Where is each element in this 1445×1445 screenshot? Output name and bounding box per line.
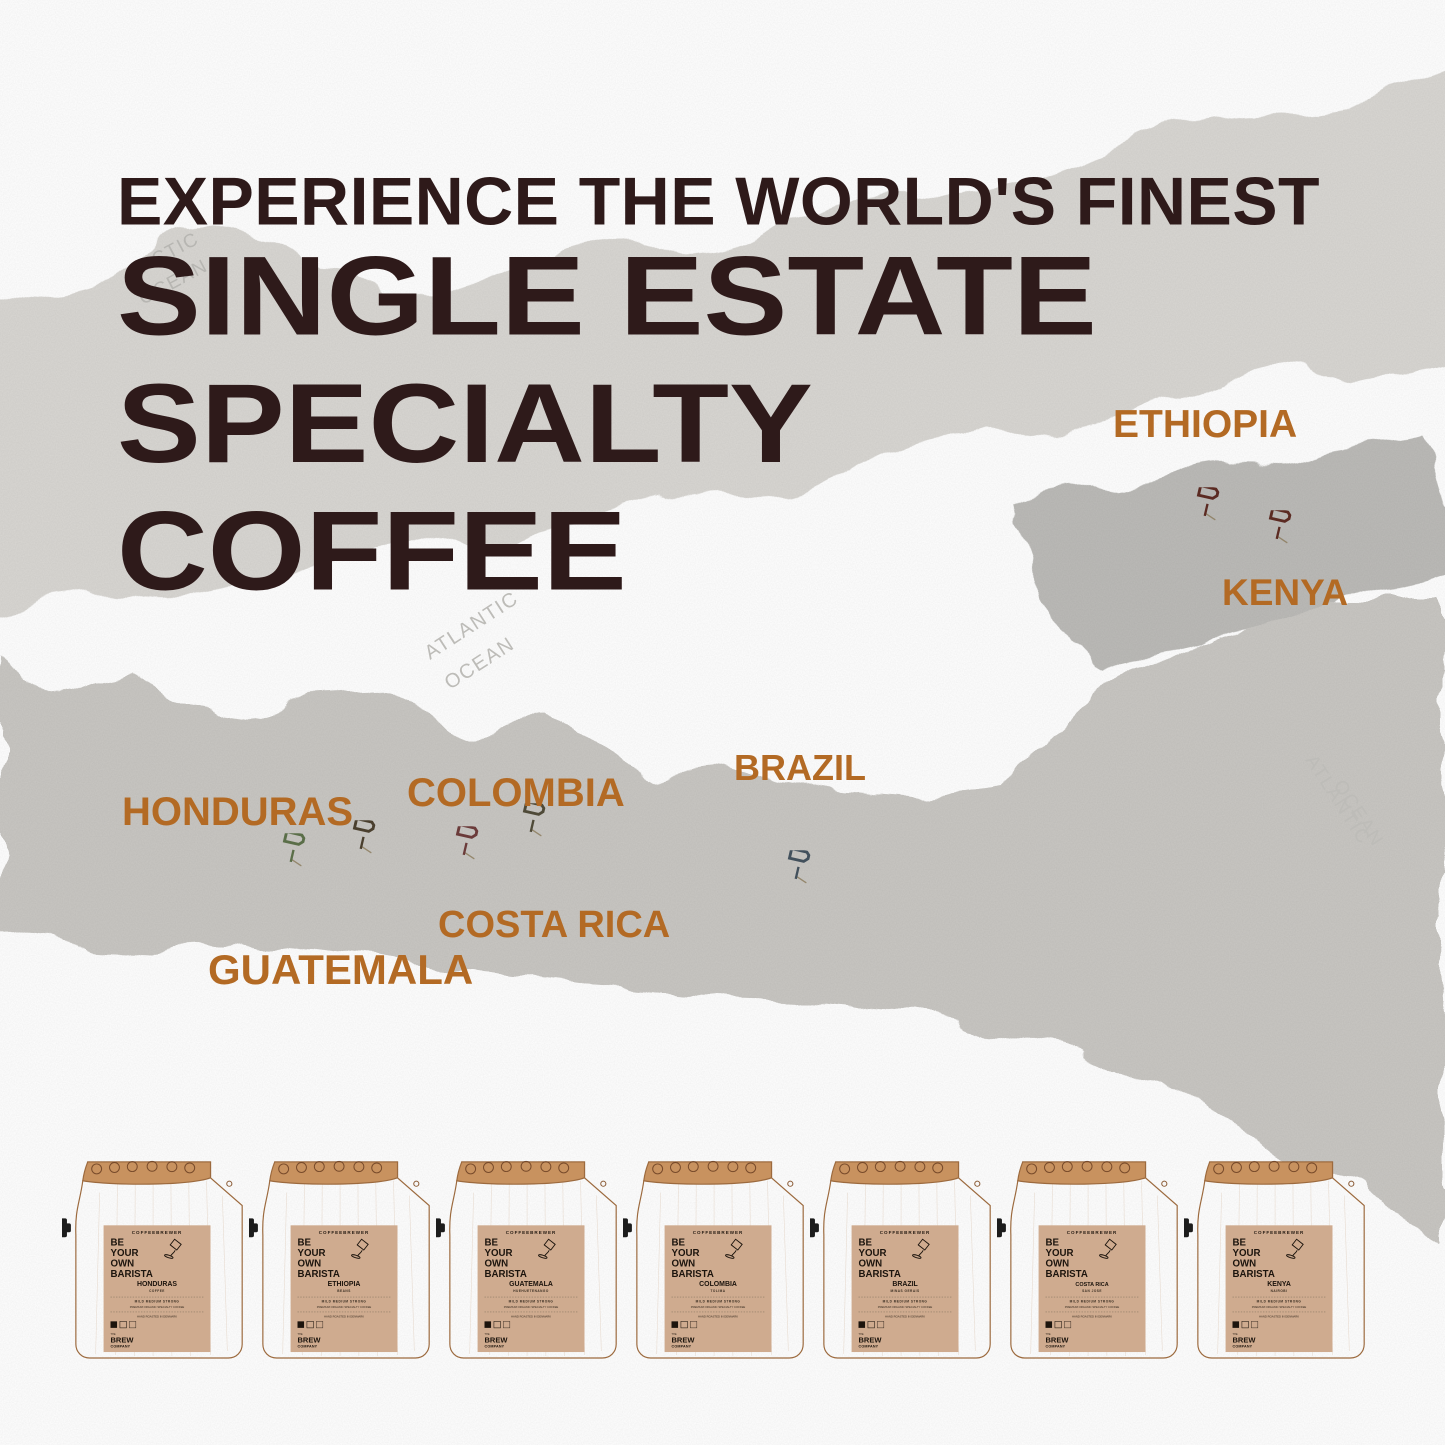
svg-text:BE: BE — [1233, 1238, 1247, 1249]
svg-text:SAN JOSE: SAN JOSE — [1082, 1289, 1102, 1293]
svg-text:BARISTA: BARISTA — [298, 1269, 340, 1280]
svg-text:MILD MEDIUM STRONG: MILD MEDIUM STRONG — [509, 1300, 554, 1304]
svg-text:YOUR: YOUR — [485, 1248, 513, 1259]
svg-text:HAND ROASTED IN DENMARK: HAND ROASTED IN DENMARK — [137, 1314, 177, 1318]
svg-text:COMPANY: COMPANY — [1046, 1345, 1066, 1349]
svg-text:NAIROBI: NAIROBI — [1271, 1289, 1288, 1293]
svg-text:YOUR: YOUR — [672, 1248, 700, 1259]
svg-text:MILD MEDIUM STRONG: MILD MEDIUM STRONG — [696, 1300, 741, 1304]
svg-text:YOUR: YOUR — [1233, 1248, 1261, 1259]
svg-text:COFFEEBREWER: COFFEEBREWER — [880, 1230, 931, 1235]
svg-text:PREMIUM ORGANIC SPECIALTY COFF: PREMIUM ORGANIC SPECIALTY COFFEE — [691, 1305, 746, 1309]
svg-text:COFFEEBREWER: COFFEEBREWER — [1254, 1230, 1305, 1235]
svg-text:YOUR: YOUR — [1046, 1248, 1074, 1259]
svg-text:COMPANY: COMPANY — [111, 1345, 131, 1349]
svg-text:OWN: OWN — [298, 1258, 322, 1269]
svg-text:BARISTA: BARISTA — [672, 1269, 714, 1280]
svg-text:HAND ROASTED IN DENMARK: HAND ROASTED IN DENMARK — [1259, 1314, 1299, 1318]
svg-text:YOUR: YOUR — [859, 1248, 887, 1259]
svg-text:BREW: BREW — [1046, 1336, 1070, 1345]
svg-text:MILD MEDIUM STRONG: MILD MEDIUM STRONG — [135, 1300, 180, 1304]
svg-text:MILD MEDIUM STRONG: MILD MEDIUM STRONG — [322, 1300, 367, 1304]
svg-text:KENYA: KENYA — [1267, 1281, 1291, 1288]
svg-text:COMPANY: COMPANY — [1233, 1345, 1253, 1349]
svg-text:BREW: BREW — [859, 1336, 883, 1345]
svg-text:TOLIMA: TOLIMA — [711, 1289, 726, 1293]
svg-text:HAND ROASTED IN DENMARK: HAND ROASTED IN DENMARK — [885, 1314, 925, 1318]
svg-text:ETHIOPIA: ETHIOPIA — [328, 1281, 361, 1288]
svg-text:HAND ROASTED IN DENMARK: HAND ROASTED IN DENMARK — [324, 1314, 364, 1318]
svg-text:COLOMBIA: COLOMBIA — [699, 1281, 737, 1288]
svg-text:YOUR: YOUR — [298, 1248, 326, 1259]
svg-text:OWN: OWN — [485, 1258, 509, 1269]
svg-text:COFFEEBREWER: COFFEEBREWER — [319, 1230, 370, 1235]
svg-text:HAND ROASTED IN DENMARK: HAND ROASTED IN DENMARK — [511, 1314, 551, 1318]
svg-text:BE: BE — [298, 1238, 312, 1249]
svg-text:COMPANY: COMPANY — [672, 1345, 692, 1349]
svg-text:HONDURAS: HONDURAS — [137, 1281, 177, 1288]
svg-text:COMPANY: COMPANY — [485, 1345, 505, 1349]
svg-text:BE: BE — [672, 1238, 686, 1249]
svg-text:BREW: BREW — [1233, 1336, 1257, 1345]
svg-text:PREMIUM ORGANIC SPECIALTY COFF: PREMIUM ORGANIC SPECIALTY COFFEE — [504, 1305, 559, 1309]
svg-text:MINAS GERAIS: MINAS GERAIS — [890, 1289, 919, 1293]
svg-text:GUATEMALA: GUATEMALA — [509, 1281, 553, 1288]
svg-text:OWN: OWN — [1233, 1258, 1257, 1269]
svg-text:MILD MEDIUM STRONG: MILD MEDIUM STRONG — [1257, 1300, 1302, 1304]
svg-text:BARISTA: BARISTA — [1046, 1269, 1088, 1280]
svg-text:BREW: BREW — [298, 1336, 322, 1345]
svg-text:OWN: OWN — [1046, 1258, 1070, 1269]
svg-text:BEANS: BEANS — [337, 1289, 351, 1293]
svg-text:OWN: OWN — [859, 1258, 883, 1269]
svg-text:BREW: BREW — [111, 1336, 135, 1345]
svg-text:COMPANY: COMPANY — [859, 1345, 879, 1349]
svg-text:BE: BE — [859, 1238, 873, 1249]
svg-text:BE: BE — [485, 1238, 499, 1249]
svg-text:BARISTA: BARISTA — [1233, 1269, 1275, 1280]
svg-text:COFFEEBREWER: COFFEEBREWER — [506, 1230, 557, 1235]
svg-text:BARISTA: BARISTA — [485, 1269, 527, 1280]
svg-text:YOUR: YOUR — [111, 1248, 139, 1259]
svg-text:COFFEEBREWER: COFFEEBREWER — [132, 1230, 183, 1235]
svg-text:COMPANY: COMPANY — [298, 1345, 318, 1349]
svg-text:MILD MEDIUM STRONG: MILD MEDIUM STRONG — [883, 1300, 928, 1304]
svg-text:PREMIUM ORGANIC SPECIALTY COFF: PREMIUM ORGANIC SPECIALTY COFFEE — [317, 1305, 372, 1309]
svg-text:PREMIUM ORGANIC SPECIALTY COFF: PREMIUM ORGANIC SPECIALTY COFFEE — [1252, 1305, 1307, 1309]
svg-text:BARISTA: BARISTA — [111, 1269, 153, 1280]
svg-text:COFFEEBREWER: COFFEEBREWER — [1067, 1230, 1118, 1235]
svg-text:HUEHUETENANGO: HUEHUETENANGO — [513, 1289, 549, 1293]
svg-text:COFFEEBREWER: COFFEEBREWER — [693, 1230, 744, 1235]
svg-text:PREMIUM ORGANIC SPECIALTY COFF: PREMIUM ORGANIC SPECIALTY COFFEE — [130, 1305, 185, 1309]
svg-text:MILD MEDIUM STRONG: MILD MEDIUM STRONG — [1070, 1300, 1115, 1304]
svg-text:COFFEE: COFFEE — [149, 1289, 165, 1293]
svg-text:BRAZIL: BRAZIL — [892, 1281, 918, 1288]
svg-text:PREMIUM ORGANIC SPECIALTY COFF: PREMIUM ORGANIC SPECIALTY COFFEE — [878, 1305, 933, 1309]
svg-text:BARISTA: BARISTA — [859, 1269, 901, 1280]
svg-text:OWN: OWN — [111, 1258, 135, 1269]
svg-text:BREW: BREW — [485, 1336, 509, 1345]
svg-text:OWN: OWN — [672, 1258, 696, 1269]
svg-text:BE: BE — [111, 1238, 125, 1249]
svg-text:HAND ROASTED IN DENMARK: HAND ROASTED IN DENMARK — [1072, 1314, 1112, 1318]
svg-text:BE: BE — [1046, 1238, 1060, 1249]
svg-text:COSTA RICA: COSTA RICA — [1075, 1282, 1108, 1288]
svg-text:PREMIUM ORGANIC SPECIALTY COFF: PREMIUM ORGANIC SPECIALTY COFFEE — [1065, 1305, 1120, 1309]
svg-text:BREW: BREW — [672, 1336, 696, 1345]
svg-text:HAND ROASTED IN DENMARK: HAND ROASTED IN DENMARK — [698, 1314, 738, 1318]
